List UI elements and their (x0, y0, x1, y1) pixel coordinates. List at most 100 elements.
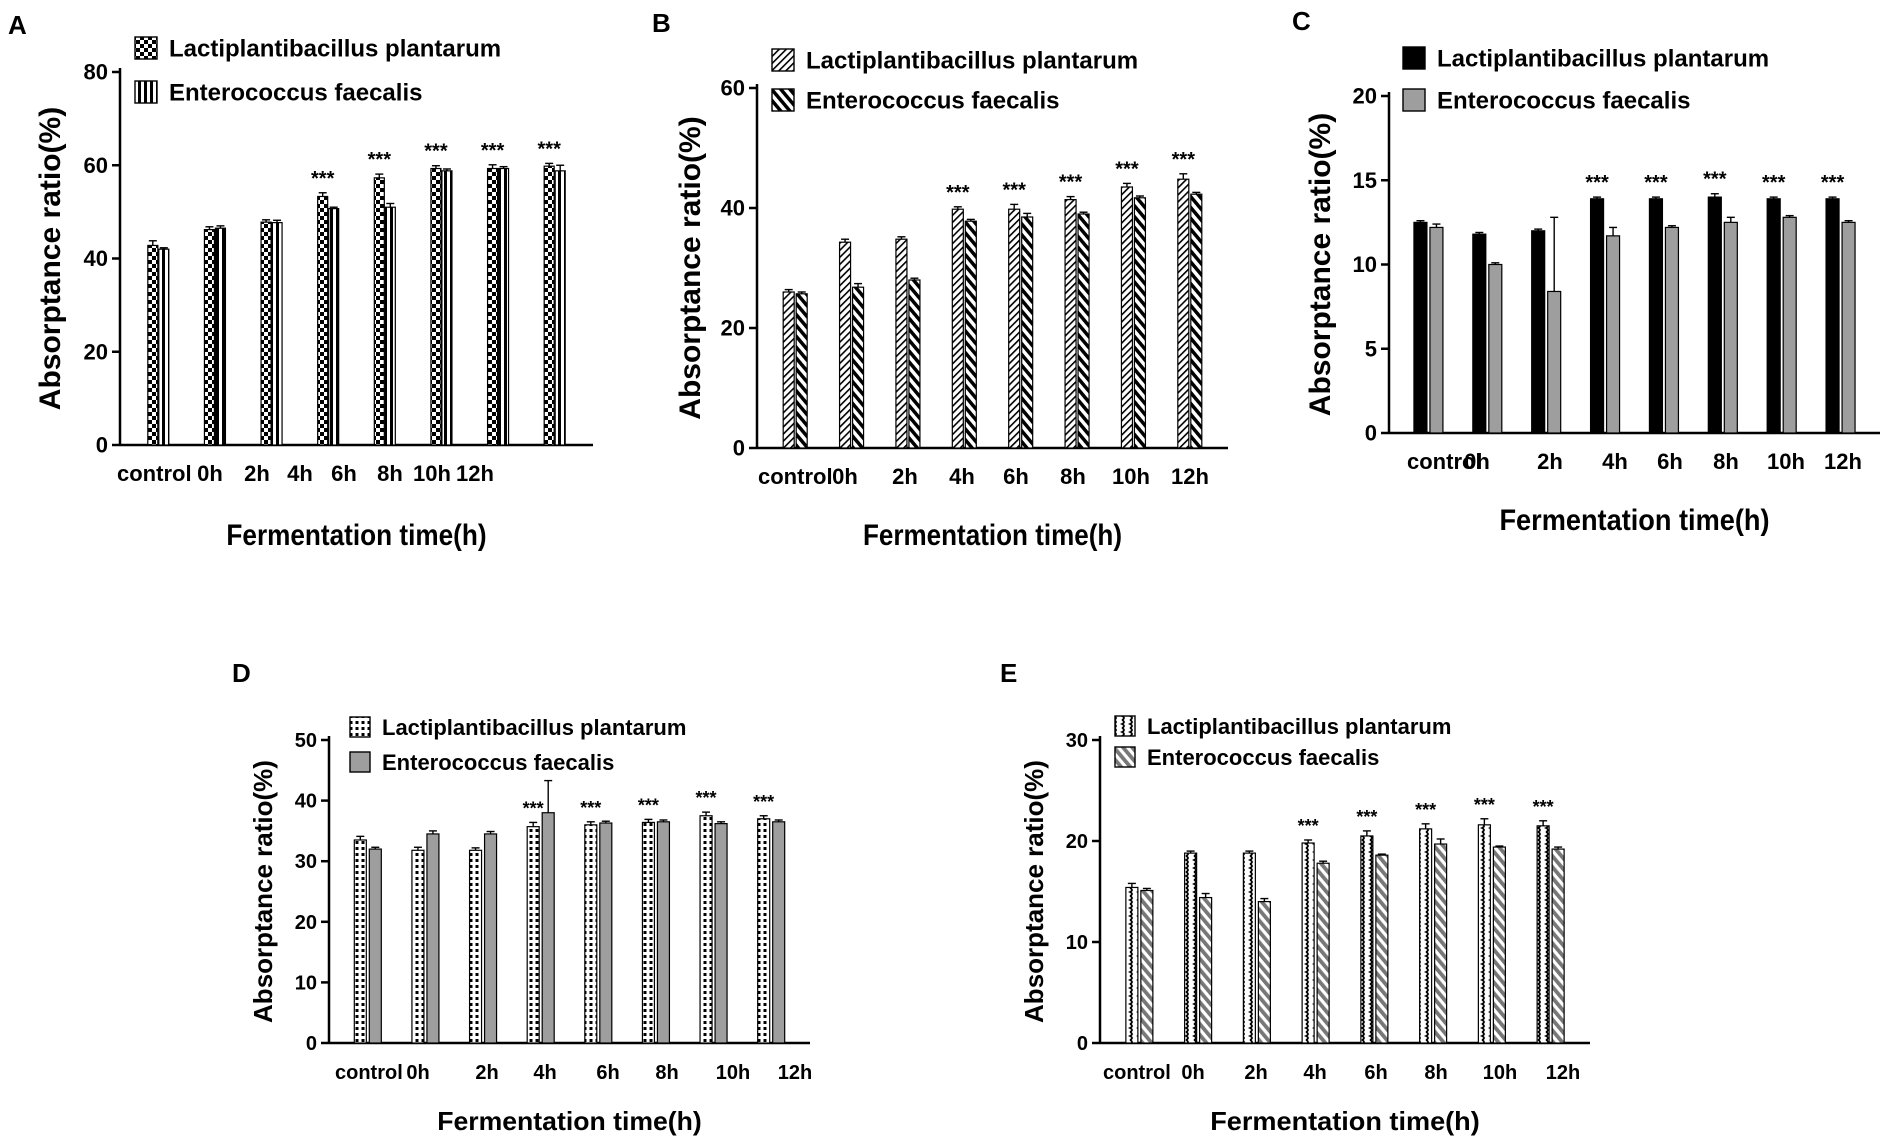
bar-lactiplantibacillus (1242, 852, 1256, 1044)
bar-enterococcus (384, 206, 396, 446)
significance-marker: *** (311, 168, 335, 190)
legend-label: Lactiplantibacillus plantarum (806, 48, 1138, 75)
panel-letter: D (232, 658, 251, 688)
bar-lactiplantibacillus (526, 826, 540, 1044)
legend-label: Enterococcus faecalis (169, 80, 422, 107)
bar-enterococcus (851, 286, 865, 449)
bar-lactiplantibacillus (1177, 178, 1190, 449)
x-tick-label: 4h (1602, 449, 1628, 474)
significance-marker: *** (1585, 172, 1609, 194)
bar-enterococcus (1841, 221, 1856, 434)
legend-label: Lactiplantibacillus plantarum (1437, 46, 1769, 73)
bar-enterococcus (795, 293, 808, 449)
significance-marker: *** (1474, 795, 1495, 815)
bar-enterococcus (328, 208, 340, 446)
significance-marker: *** (1821, 172, 1845, 194)
y-tick-label: 20 (1066, 831, 1088, 853)
bar-lactiplantibacillus (486, 167, 499, 446)
x-tick-label: 4h (533, 1062, 556, 1084)
y-tick-label: 0 (1365, 421, 1377, 446)
bar-lactiplantibacillus (1477, 824, 1491, 1044)
x-tick-label: 10h (716, 1062, 750, 1084)
bar-enterococcus (271, 221, 283, 446)
panel-letter: B (652, 8, 671, 38)
panel-letter: C (1292, 6, 1311, 36)
bar-enterococcus (1723, 221, 1738, 434)
bar-lactiplantibacillus (430, 167, 442, 446)
significance-marker: *** (753, 792, 774, 812)
bar-lactiplantibacillus (260, 221, 272, 446)
x-tick-label: 0h (1464, 449, 1490, 474)
x-tick-label: control (1407, 449, 1482, 474)
x-tick-label: 8h (1713, 449, 1739, 474)
panel-c: C 0 5 10 15 20 Absorptance ratio(%) Fermentatio… (1292, 6, 1880, 537)
legend-label: Enterococcus faecalis (806, 88, 1059, 115)
bar-lactiplantibacillus (584, 824, 598, 1044)
legend: Lactiplantibacillus plantarum Enterococcu… (349, 715, 686, 775)
bar-enterococcus (772, 821, 786, 1044)
panel-d: D 0 10 20 30 40 50 Absorptance ratio(%) Fermenta… (232, 658, 812, 1136)
significance-marker: *** (1003, 179, 1027, 201)
bar-lactiplantibacillus (1301, 842, 1315, 1044)
x-axis-title: Fermentation time(h) (863, 519, 1122, 552)
bar-lactiplantibacillus (1120, 186, 1134, 449)
bar-lactiplantibacillus (1008, 208, 1021, 449)
x-tick-label: 2h (1244, 1062, 1267, 1084)
panel-letter: A (8, 10, 27, 40)
legend-swatch (1402, 88, 1426, 112)
significance-marker: *** (1703, 169, 1727, 191)
legend-swatch (134, 80, 158, 104)
bar-enterococcus (1551, 848, 1565, 1044)
bar-enterococcus (599, 822, 613, 1044)
bar-enterococcus (1605, 235, 1621, 434)
bar-lactiplantibacillus (895, 238, 908, 449)
y-tick-label: 0 (96, 433, 108, 458)
bar-lactiplantibacillus (1184, 852, 1198, 1044)
panel-a: A 0 20 40 60 80 Absorptance ratio(%) Fermentati… (8, 10, 593, 552)
significance-marker: *** (523, 798, 544, 818)
y-tick-label: 0 (733, 436, 745, 461)
y-tick-label: 10 (1353, 252, 1377, 277)
bar-lactiplantibacillus (641, 821, 656, 1044)
x-tick-label: 4h (1303, 1062, 1326, 1084)
legend-swatch (1402, 46, 1426, 70)
x-tick-label: 4h (287, 461, 313, 486)
legend-swatch (1114, 746, 1136, 768)
bar-enterococcus (964, 220, 977, 449)
legend-label: Lactiplantibacillus plantarum (382, 715, 686, 740)
x-axis-title: Fermentation time(h) (226, 519, 486, 552)
x-tick-label: 2h (475, 1062, 498, 1084)
x-tick-label: 0h (1181, 1062, 1204, 1084)
x-tick-label: 0h (832, 464, 858, 489)
y-tick-label: 30 (1066, 730, 1088, 752)
bar-lactiplantibacillus (1707, 196, 1722, 434)
bar-enterococcus (1375, 854, 1389, 1044)
significance-marker: *** (1059, 172, 1083, 194)
y-axis-title: Absorptance ratio(%) (1019, 760, 1049, 1023)
y-tick-label: 80 (84, 60, 108, 85)
x-tick-label: 10h (1483, 1062, 1517, 1084)
legend-label: Enterococcus faecalis (1437, 88, 1690, 115)
y-tick-label: 20 (721, 316, 745, 341)
legend-label: Enterococcus faecalis (382, 750, 614, 775)
y-tick-label: 0 (306, 1033, 317, 1055)
y-tick-label: 60 (721, 76, 745, 101)
bar-enterococcus (1077, 213, 1090, 449)
significance-marker: *** (1356, 807, 1377, 827)
panel-b: B 0 20 40 60 Absorptance ratio(%) Fermentation… (652, 8, 1228, 552)
bar-enterococcus (214, 227, 227, 446)
x-axis-title: Fermentation time(h) (1210, 1106, 1480, 1136)
bar-lactiplantibacillus (411, 849, 425, 1044)
significance-marker: *** (1644, 172, 1668, 194)
bar-enterococcus (1488, 263, 1503, 434)
bar-enterococcus (1547, 290, 1562, 434)
bar-enterococcus (714, 823, 728, 1044)
x-tick-label: control (1103, 1062, 1171, 1084)
y-axis-title: Absorptance ratio(%) (34, 107, 67, 410)
x-tick-label: 8h (1424, 1062, 1447, 1084)
bar-lactiplantibacillus (699, 815, 713, 1044)
bar-lactiplantibacillus (203, 228, 216, 446)
x-tick-label: 8h (655, 1062, 678, 1084)
bar-enterococcus (483, 833, 498, 1044)
bar-lactiplantibacillus (1589, 198, 1605, 434)
